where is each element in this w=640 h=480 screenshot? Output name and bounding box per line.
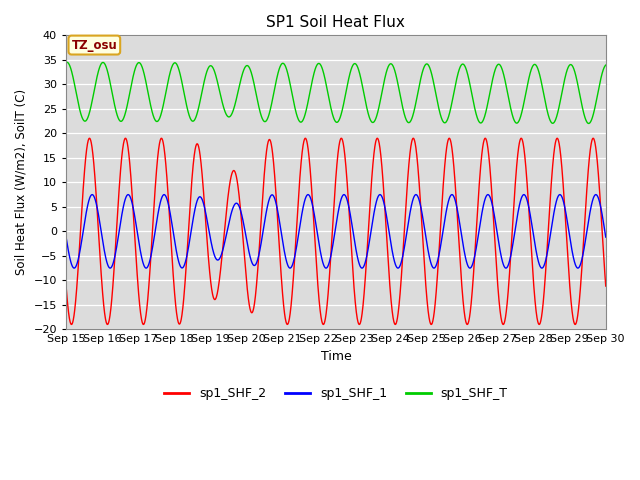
Text: TZ_osu: TZ_osu <box>72 38 117 51</box>
sp1_SHF_1 <box>591 192 599 198</box>
sp1_SHF_1 <box>533 253 541 259</box>
sp1_SHF_1 <box>62 234 70 240</box>
sp1_SHF_1 <box>156 202 164 207</box>
sp1_SHF_T <box>156 115 164 120</box>
sp1_SHF_2 <box>62 283 70 289</box>
sp1_SHF_T <box>269 93 277 99</box>
sp1_SHF_2 <box>269 156 277 162</box>
Y-axis label: Soil Heat Flux (W/m2), SoilT (C): Soil Heat Flux (W/m2), SoilT (C) <box>15 89 28 276</box>
Title: SP1 Soil Heat Flux: SP1 Soil Heat Flux <box>266 15 405 30</box>
sp1_SHF_1 <box>269 192 277 198</box>
sp1_SHF_2 <box>533 316 541 322</box>
sp1_SHF_T <box>63 60 71 65</box>
Line: sp1_SHF_2: sp1_SHF_2 <box>66 138 605 324</box>
sp1_SHF_T <box>292 111 300 117</box>
Line: sp1_SHF_1: sp1_SHF_1 <box>66 194 605 268</box>
sp1_SHF_2 <box>68 322 76 327</box>
sp1_SHF_2 <box>591 143 599 149</box>
sp1_SHF_1 <box>70 265 78 271</box>
sp1_SHF_2 <box>292 224 300 230</box>
sp1_SHF_T <box>602 62 609 68</box>
sp1_SHF_T <box>533 64 541 70</box>
Line: sp1_SHF_T: sp1_SHF_T <box>66 62 605 123</box>
sp1_SHF_2 <box>602 283 609 289</box>
sp1_SHF_1 <box>292 244 300 250</box>
sp1_SHF_2 <box>156 139 164 144</box>
sp1_SHF_T <box>124 100 132 106</box>
sp1_SHF_T <box>585 120 593 126</box>
sp1_SHF_T <box>62 60 70 66</box>
sp1_SHF_1 <box>592 192 600 197</box>
sp1_SHF_1 <box>602 234 609 240</box>
X-axis label: Time: Time <box>321 350 351 363</box>
sp1_SHF_2 <box>589 135 597 141</box>
sp1_SHF_T <box>591 102 599 108</box>
sp1_SHF_2 <box>124 143 132 149</box>
sp1_SHF_1 <box>124 192 132 198</box>
Legend: sp1_SHF_2, sp1_SHF_1, sp1_SHF_T: sp1_SHF_2, sp1_SHF_1, sp1_SHF_T <box>159 383 513 406</box>
